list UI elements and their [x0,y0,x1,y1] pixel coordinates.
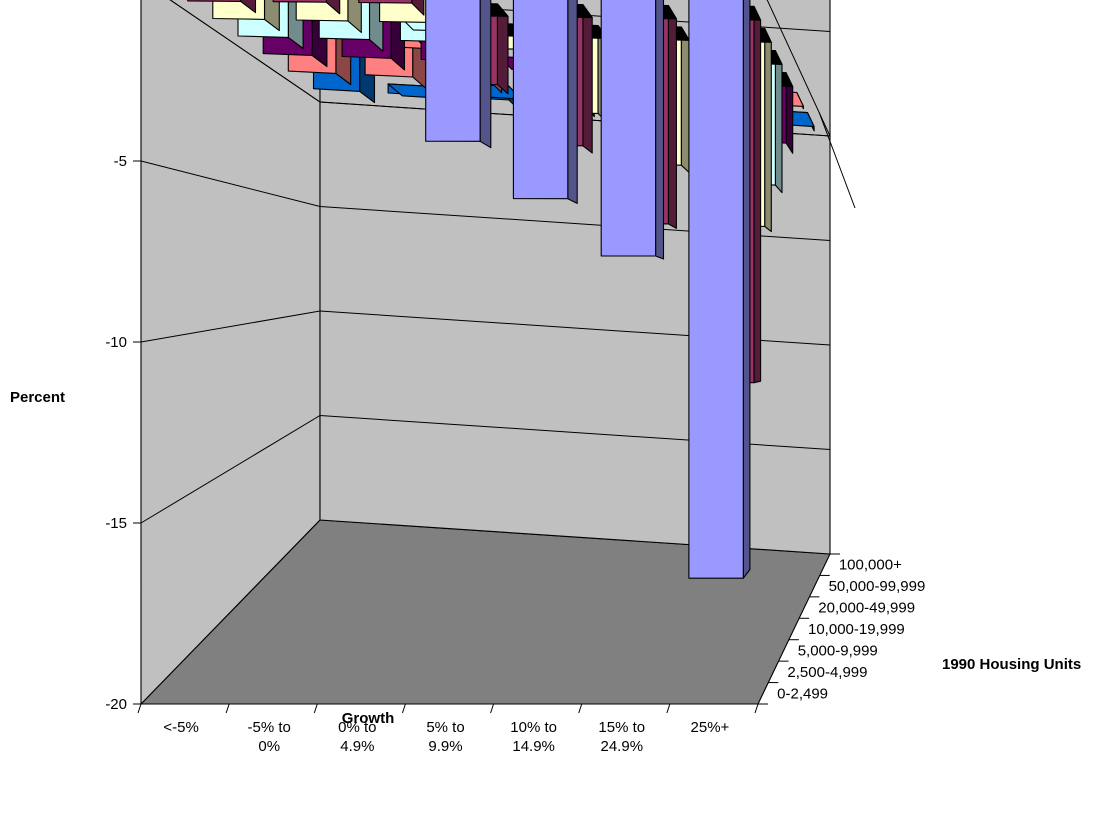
z-tick-label: 5,000-9,999 [798,642,878,659]
zero-plane [169,0,831,137]
bar-front [358,0,413,4]
x-tick-label: -5% to 0% [248,719,291,755]
x-tick-mark [754,703,759,714]
bar-side [742,0,751,579]
bar-front [600,0,657,257]
bar [187,0,257,14]
z-axis-title: 1990 Housing Units [942,656,1081,673]
bar-side [655,0,665,260]
y-tick-label: -10 [105,334,127,351]
bar-side [582,4,593,154]
chart-labels: 1050-5-10-15-20<-5%-5% to0%0% to4.9%5% t… [105,153,926,755]
bar-side [347,0,362,34]
bar-front [212,0,266,20]
x-tick-mark [225,703,230,714]
bar-side [325,0,341,15]
x-tick-label: 10% to 14.9% [510,719,557,755]
zero-plane-edge [818,112,856,209]
bar-side [567,0,578,204]
x-tick-mark [578,703,583,714]
bar-side [667,4,677,229]
bar-side [479,0,492,149]
x-tick-label: 5% to 9.9% [426,719,464,755]
chart-left-wall [140,0,321,705]
y-tick-label: -15 [105,515,127,532]
bar-front [187,0,242,2]
bar-side [411,0,425,16]
bar-side [753,5,762,384]
x-tick-label: 15% to 24.9% [598,719,645,755]
bar [272,0,341,15]
bar-side [774,50,783,194]
y-tick-label: -5 [114,153,127,170]
x-tick-mark [401,703,406,714]
bar-side [764,27,772,233]
y-axis-title: Percent [10,389,65,406]
z-tick-label: 50,000-99,999 [829,578,926,595]
z-tick-label: 100,000+ [839,557,902,574]
gridline [140,310,831,346]
bar [358,0,425,16]
z-tick-label: 10,000-19,999 [808,621,905,638]
bar [425,0,492,149]
bar-side [263,0,280,32]
bar-front [272,0,327,3]
x-tick-label: 0% to 4.9% [338,719,376,755]
z-tick-label: 20,000-49,999 [818,600,915,617]
gridline [140,414,831,524]
x-tick-mark [313,703,318,714]
x-tick-label: 25%+ [691,719,730,736]
bar-side [240,0,257,14]
bar-side [496,3,509,95]
x-axis-title: Growth [342,710,395,727]
bar-front [512,0,569,200]
bar-front [425,0,481,142]
bar-front [688,0,744,579]
x-tick-mark [490,703,495,714]
bar-side [680,26,690,174]
chart-bars [187,0,815,579]
z-tick-label: 2,500-4,999 [787,664,867,681]
z-tick-label: 0-2,499 [777,685,828,702]
bar [512,0,578,204]
x-tick-label: <-5% [163,719,198,736]
bar [600,0,665,260]
x-tick-mark [666,703,671,714]
bar [688,0,751,579]
x-tick-mark [137,703,142,714]
y-tick-label: -20 [105,696,127,713]
